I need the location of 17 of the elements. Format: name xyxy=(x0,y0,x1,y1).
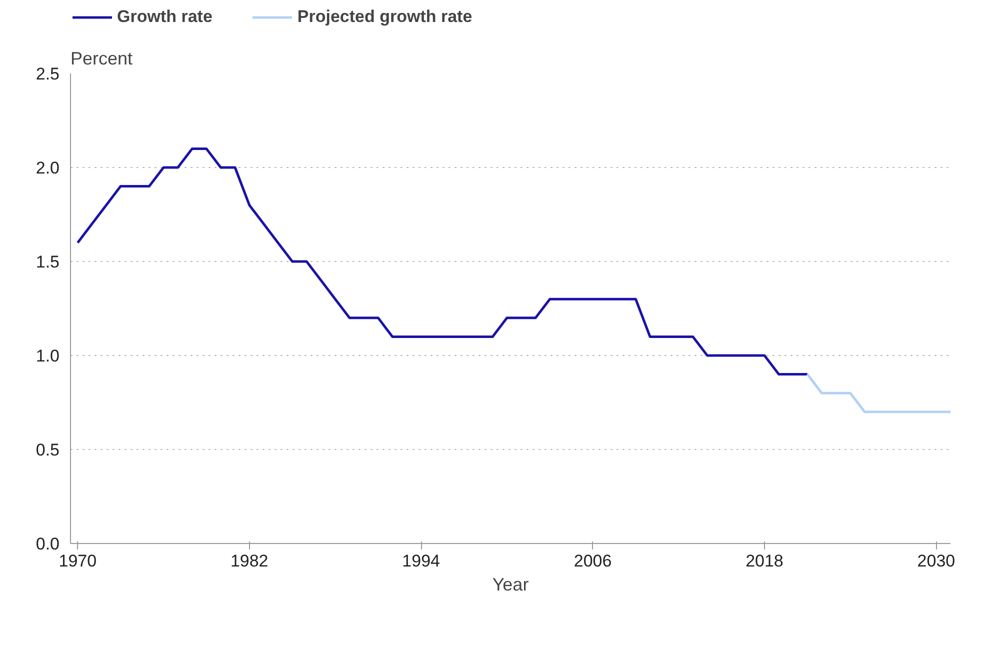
legend-label: Projected growth rate xyxy=(297,7,472,27)
x-axis-title: Year xyxy=(492,574,529,594)
y-tick-label: 1.0 xyxy=(36,346,60,366)
y-tick-label: 2.5 xyxy=(36,64,60,84)
y-tick-label: 0.0 xyxy=(36,534,60,554)
x-tick-label: 1982 xyxy=(230,552,268,570)
y-axis-title: Percent xyxy=(70,48,133,68)
x-tick-label: 2006 xyxy=(574,552,612,570)
x-tick-label: 1970 xyxy=(58,552,97,570)
line-series xyxy=(76,147,809,376)
legend-label: Growth rate xyxy=(117,7,212,27)
y-tick-label: 1.5 xyxy=(36,252,60,272)
y-tick-label: 0.5 xyxy=(36,440,60,460)
x-tick-label: 2018 xyxy=(746,552,784,570)
x-tick-label: 1994 xyxy=(402,552,440,570)
y-tick-label: 2.0 xyxy=(36,158,60,178)
x-tick-label: 2030 xyxy=(917,552,956,570)
